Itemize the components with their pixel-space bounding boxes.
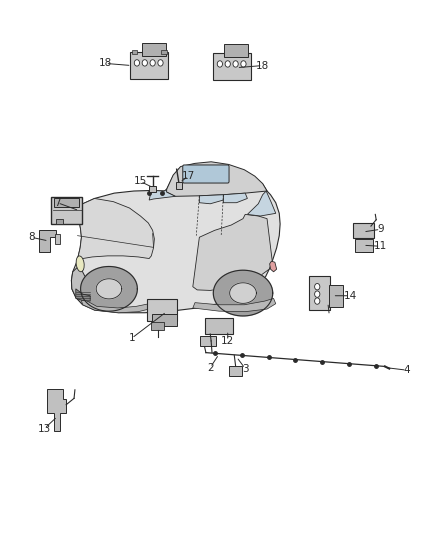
Bar <box>200 336 216 346</box>
Polygon shape <box>47 389 66 431</box>
Polygon shape <box>81 266 138 311</box>
Polygon shape <box>230 283 256 303</box>
Bar <box>308 276 330 310</box>
Bar <box>213 53 251 80</box>
Text: 17: 17 <box>182 171 195 181</box>
Text: 7: 7 <box>54 198 61 208</box>
Polygon shape <box>71 268 88 305</box>
Bar <box>55 234 60 244</box>
Bar <box>205 318 233 334</box>
Circle shape <box>158 60 163 66</box>
Text: 3: 3 <box>242 364 248 374</box>
Text: 1: 1 <box>128 333 135 343</box>
Bar <box>161 50 166 54</box>
Polygon shape <box>81 296 149 313</box>
Circle shape <box>134 60 140 66</box>
Polygon shape <box>96 279 122 299</box>
Text: 8: 8 <box>28 232 35 243</box>
Circle shape <box>233 61 238 67</box>
Polygon shape <box>193 214 272 290</box>
Polygon shape <box>223 193 247 203</box>
Text: 13: 13 <box>38 424 51 434</box>
Circle shape <box>142 60 148 66</box>
Text: 12: 12 <box>221 336 234 346</box>
Polygon shape <box>71 163 280 313</box>
Text: 2: 2 <box>207 362 214 373</box>
Bar <box>148 300 177 321</box>
Polygon shape <box>76 289 90 301</box>
Text: 18: 18 <box>256 61 269 70</box>
Bar <box>51 197 82 224</box>
FancyBboxPatch shape <box>183 165 229 183</box>
Polygon shape <box>166 162 267 196</box>
Text: 9: 9 <box>377 224 384 235</box>
Bar <box>130 52 168 79</box>
Circle shape <box>225 61 230 67</box>
Bar <box>224 44 248 58</box>
Circle shape <box>217 61 223 67</box>
Circle shape <box>314 298 320 304</box>
Bar <box>56 219 63 224</box>
Polygon shape <box>199 195 223 204</box>
Bar <box>132 50 137 54</box>
Circle shape <box>241 61 246 67</box>
Polygon shape <box>213 270 273 316</box>
Bar <box>151 322 164 330</box>
Ellipse shape <box>76 256 84 272</box>
Bar <box>353 223 374 238</box>
Text: 14: 14 <box>343 290 357 301</box>
Bar <box>355 239 373 252</box>
Circle shape <box>314 291 320 297</box>
Bar <box>176 182 182 189</box>
Circle shape <box>314 284 320 290</box>
Bar <box>152 314 177 326</box>
Circle shape <box>150 60 155 66</box>
Text: 18: 18 <box>99 59 112 68</box>
Bar <box>329 285 343 307</box>
Polygon shape <box>149 189 175 200</box>
Text: 4: 4 <box>403 365 410 375</box>
Polygon shape <box>193 298 276 312</box>
Polygon shape <box>39 230 56 252</box>
Bar <box>230 367 242 376</box>
Bar <box>149 185 156 192</box>
Polygon shape <box>74 198 154 261</box>
Text: 11: 11 <box>374 241 387 251</box>
Bar <box>54 198 79 207</box>
Bar <box>141 43 166 56</box>
Text: 15: 15 <box>134 176 147 187</box>
Polygon shape <box>270 261 277 272</box>
Polygon shape <box>247 191 276 216</box>
